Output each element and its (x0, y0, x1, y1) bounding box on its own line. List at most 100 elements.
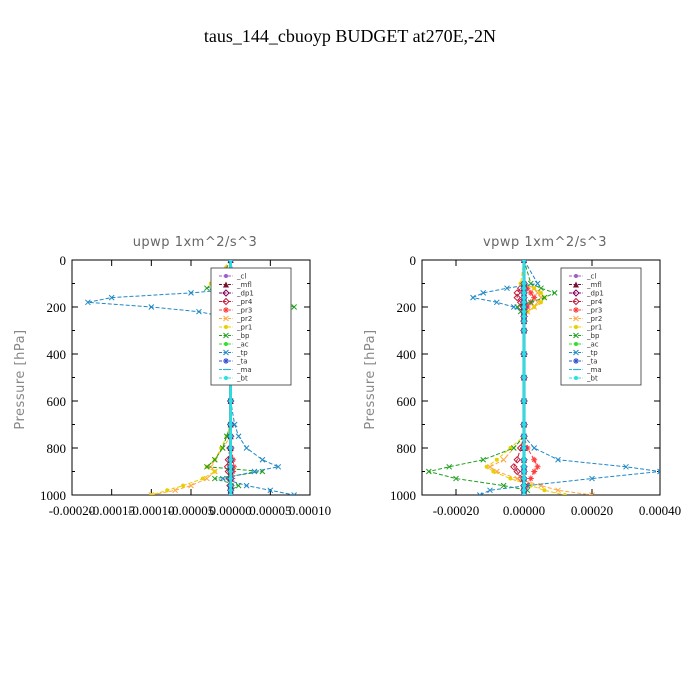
series_bt (522, 260, 526, 495)
data-point_pr1 (532, 305, 537, 309)
legend-item: _bp (569, 332, 600, 340)
data-point_bt (522, 281, 526, 286)
data-point_bt (522, 493, 526, 495)
data-point_bp (446, 463, 453, 470)
legend-label: _ta (236, 358, 248, 366)
data-point_bp (480, 456, 487, 463)
x-tick-label: -0.00005 (168, 503, 215, 518)
x-tick-label: 0.00020 (571, 503, 613, 518)
data-point_bt (522, 464, 526, 469)
panel-title: vpwp 1xm^2/s^3 (483, 235, 607, 250)
legend-label: _bp (236, 332, 250, 340)
legend-marker (574, 325, 578, 329)
data-point_pr2 (589, 492, 595, 495)
legend-marker (223, 332, 229, 339)
data-point_bp (527, 299, 534, 306)
data-point_pr1 (165, 488, 170, 493)
data-point_bt (228, 422, 233, 427)
x-tick-label: -0.00020 (49, 503, 96, 518)
data-point_dp1 (226, 491, 235, 495)
y-tick-label: 800 (397, 441, 417, 456)
legend-marker (222, 289, 230, 297)
data-point_bt (522, 328, 526, 333)
data-point_pr2 (500, 456, 507, 463)
data-point_pr1 (494, 457, 499, 462)
data-point_tp (623, 463, 629, 470)
data-point_bt (522, 488, 526, 493)
data-point_bt (522, 300, 526, 305)
data-point_tp (108, 294, 115, 301)
legend-item: _pr1 (569, 324, 602, 332)
data-point_bt (522, 295, 526, 300)
panels: upwp 1xm^2/s^3 Pressure [hPa] 0 200 400 600 80… (13, 235, 681, 518)
data-point_dp1 (520, 491, 528, 495)
data-point_bt (228, 493, 233, 495)
data-point_pr1 (508, 476, 513, 481)
data-point_tp (476, 492, 483, 495)
data-point_tp (243, 482, 250, 489)
data-point_tp (196, 308, 202, 315)
legend-label: _pr1 (586, 324, 602, 332)
y-tick-label: 400 (397, 347, 417, 362)
legend-label: _bp (586, 332, 600, 340)
legend-marker (223, 349, 229, 356)
legend-label: _tp (586, 349, 598, 357)
data-point_pr3 (531, 468, 538, 475)
data-point_pr4 (513, 289, 521, 297)
legend-marker (223, 307, 229, 313)
x-tick-label: 0.00005 (249, 503, 291, 518)
panel-title: upwp 1xm^2/s^3 (133, 235, 258, 250)
data-point_bt (228, 483, 233, 488)
data-point_pr3 (531, 456, 538, 463)
x-tick-label: 0.00000 (503, 503, 545, 518)
legend-label: _cl (586, 273, 596, 281)
legend-item: _ac (219, 341, 249, 349)
data-point_pr3 (531, 294, 538, 301)
data-point_pr1 (562, 493, 567, 495)
data-point_tp (510, 304, 517, 310)
data-point_pr1 (181, 483, 186, 488)
chart-panel-1: upwp 1xm^2/s^3 Pressure [hPa] 0 200 400 600 80… (13, 235, 331, 518)
y-tick-label: 600 (47, 394, 67, 409)
data-point_bp (204, 463, 210, 470)
data-point_pr1 (532, 286, 537, 291)
data-point_bt (522, 286, 526, 291)
legend-item: _ta (219, 358, 248, 366)
legend-label: _dp1 (236, 290, 254, 298)
legend-label: _cl (236, 273, 246, 281)
legend-marker (224, 376, 228, 380)
legend-item: _mfl (569, 281, 602, 289)
legend-item: _pr2 (219, 315, 252, 323)
y-tick-label: 0 (410, 253, 417, 268)
chart-panel-2: vpwp 1xm^2/s^3 Pressure [hPa] 0 200 400 600 80… (363, 235, 681, 518)
y-tick-label: 600 (397, 394, 417, 409)
data-point_tp (555, 456, 561, 463)
legend-marker (573, 307, 579, 313)
legend-item: _bt (569, 375, 598, 383)
data-point_pr4 (513, 293, 521, 302)
data-point_tp (480, 290, 487, 296)
data-point_bp (211, 456, 218, 463)
data-point_tp (188, 290, 194, 296)
data-point_pr2 (188, 482, 194, 489)
data-point_bt (228, 476, 233, 481)
data-point_pr1 (508, 446, 513, 450)
data-point_tp (267, 487, 274, 494)
data-point_pr1 (491, 469, 496, 474)
legend-item: _pr3 (569, 307, 602, 315)
data-point_tp (85, 299, 91, 306)
data-point_tp (657, 468, 660, 475)
data-point_pr4 (513, 467, 521, 476)
legend-marker (224, 342, 228, 346)
legend-label: _bt (586, 375, 598, 383)
legend-item: _dp1 (219, 289, 254, 298)
legend-marker (574, 342, 578, 346)
legend-marker (224, 325, 228, 329)
legend-item: _pr1 (219, 324, 252, 332)
data-point_bt (522, 319, 526, 324)
data-point_pr4 (510, 463, 518, 471)
data-point_bt (228, 488, 233, 493)
legend-marker (574, 274, 578, 278)
data-point_bp (500, 482, 507, 489)
legend-label: _pr4 (586, 298, 603, 306)
